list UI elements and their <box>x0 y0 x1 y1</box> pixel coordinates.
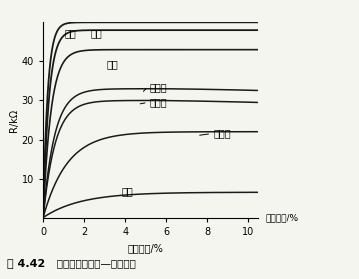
Text: 氢气: 氢气 <box>107 59 118 69</box>
Text: 气体浓度/%: 气体浓度/% <box>266 213 299 222</box>
Text: 氧化碳: 氧化碳 <box>213 129 231 139</box>
Text: 正乙烷: 正乙烷 <box>150 97 167 107</box>
Text: 气敏器件的阻値—浓度关系: 气敏器件的阻値—浓度关系 <box>47 258 136 268</box>
Text: 甲烷: 甲烷 <box>121 186 133 196</box>
Text: 轻汽油: 轻汽油 <box>150 82 167 92</box>
Text: 气体浓度/%: 气体浓度/% <box>128 243 164 253</box>
Text: 图 4.42: 图 4.42 <box>7 258 46 268</box>
Text: 乙醚: 乙醚 <box>90 28 102 38</box>
Y-axis label: R/kΩ: R/kΩ <box>9 109 19 131</box>
Text: 乙醇: 乙醇 <box>65 28 76 38</box>
